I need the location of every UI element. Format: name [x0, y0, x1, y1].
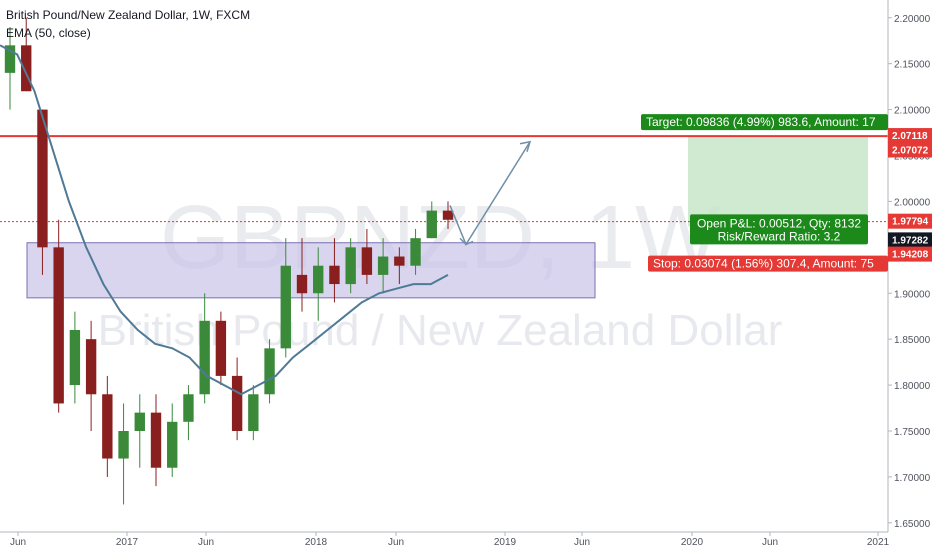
candle-body [248, 394, 259, 431]
position-labels: Target: 0.09836 (4.99%) 983.6, Amount: 1… [641, 114, 888, 272]
candle-body [167, 421, 178, 468]
price-label-bg [888, 128, 932, 144]
profit-zone [688, 136, 868, 227]
candle-body [199, 320, 210, 395]
price-labels: 2.07118 2.07072 1.97794 1.97282 1.94208 [888, 128, 932, 262]
candle-body [264, 348, 275, 395]
candle-body [329, 265, 340, 285]
price-tick-label: 1.65000 [894, 519, 931, 530]
ema-layer [0, 44, 449, 396]
candle-body [377, 256, 389, 275]
candle-body [102, 394, 113, 459]
time-tick-label: 2019 [494, 537, 517, 548]
risk-reward-label: Risk/Reward Ratio: 3.2 [718, 229, 841, 243]
candle-body [69, 329, 81, 386]
stop-label-bg [648, 255, 888, 272]
price-tick-label: 1.80000 [894, 381, 931, 392]
target-label: Target: 0.09836 (4.99%) 983.6, Amount: 1… [646, 115, 876, 129]
price-tick-label: 1.90000 [894, 289, 931, 300]
price-tick-label: 2.20000 [894, 14, 931, 25]
forecast-arrowhead-down [459, 237, 474, 246]
ema-line [0, 44, 449, 396]
candle-body [134, 412, 145, 431]
candle-body [394, 256, 405, 266]
time-tick-label: Jun [574, 537, 590, 548]
price-tick-label: 1.75000 [894, 427, 931, 438]
time-tick-label: Jun [10, 537, 26, 548]
candle-body [345, 247, 356, 285]
candle-body [410, 238, 421, 266]
price-label-text: 2.07118 [892, 131, 928, 142]
candle-body [4, 45, 16, 73]
candle-body [426, 210, 437, 239]
price-tick-label: 2.15000 [894, 60, 931, 71]
price-label-text: 1.97282 [892, 235, 929, 246]
candle-body [85, 339, 97, 395]
candle-body [183, 394, 194, 422]
price-label-text: 1.94208 [892, 250, 929, 261]
price-label-bg [888, 142, 932, 158]
price-tick-label: 2.00000 [894, 197, 931, 208]
support-zone [26, 242, 596, 299]
price-tick-label: 1.85000 [894, 335, 931, 346]
candle-body [361, 247, 373, 275]
price-label-text: 1.97794 [892, 217, 929, 228]
candles-layer [4, 17, 454, 505]
price-tick-label: 1.70000 [894, 473, 931, 484]
price-label-bg [888, 213, 932, 229]
price-label-text: 2.07072 [892, 145, 929, 156]
open-pnl-label: Open P&L: 0.00512, Qty: 8132 [697, 216, 861, 230]
time-tick-label: 2017 [116, 537, 139, 548]
price-label-bg [888, 246, 932, 262]
zones-layer [26, 136, 868, 299]
time-tick-label: 2021 [867, 537, 890, 548]
pnl-label-bg [690, 214, 868, 245]
time-tick-label: Jun [388, 537, 404, 548]
time-tick-label: Jun [198, 537, 214, 548]
forecast-arrowhead-up [519, 140, 532, 152]
candle-body [118, 430, 129, 459]
time-tick-label: 2018 [305, 537, 328, 548]
candle-body [296, 274, 308, 294]
candle-body [313, 265, 324, 294]
candle-body [442, 210, 454, 220]
chart-title[interactable]: British Pound/New Zealand Dollar, 1W, FX… [6, 8, 251, 22]
price-label-bg [888, 232, 932, 248]
price-axis-bg [888, 0, 932, 532]
candle-body [37, 109, 48, 248]
candle-body [53, 247, 64, 404]
ema-legend[interactable]: EMA (50, close) [6, 26, 91, 40]
target-label-bg [641, 114, 888, 131]
watermark-name: British Pound / New Zealand Dollar [98, 306, 783, 355]
time-tick-label: 2020 [681, 537, 704, 548]
stop-label: Stop: 0.03074 (1.56%) 307.4, Amount: 75 [653, 257, 874, 271]
candle-body [280, 265, 291, 349]
arrows-layer [449, 140, 532, 247]
time-tick-label: Jun [762, 537, 778, 548]
candle-body [231, 375, 243, 431]
time-axis[interactable]: Jun 2017 Jun 2018 Jun 2019 Jun 2020 Jun 2021 [10, 532, 890, 548]
candle-body [21, 45, 32, 92]
candle-body [215, 320, 227, 376]
price-tick-label: 2.10000 [894, 106, 931, 117]
candle-body [150, 412, 162, 468]
